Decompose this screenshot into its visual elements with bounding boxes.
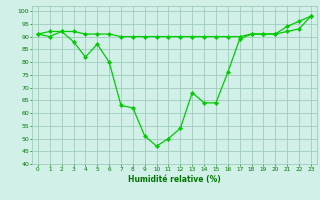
- X-axis label: Humidité relative (%): Humidité relative (%): [128, 175, 221, 184]
